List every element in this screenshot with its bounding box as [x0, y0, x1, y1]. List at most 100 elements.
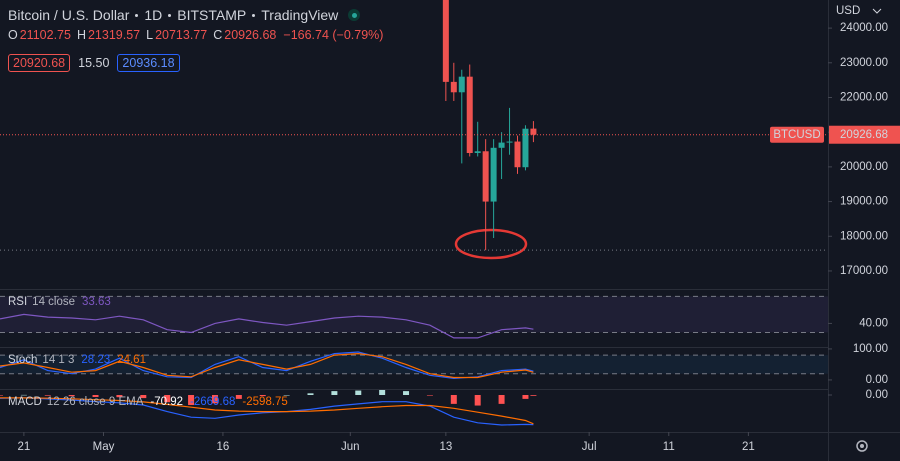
- ohlc-row: O 21102.75 H 21319.57 L 20713.77 C 20926.68 …: [8, 25, 383, 45]
- indicator-params: 12 26 close 9 EMA: [47, 396, 144, 408]
- candle-body: [458, 76, 465, 93]
- low-value: 20713.77: [155, 28, 208, 42]
- symbol-row: Bitcoin / U.S. Dollar 1D BITSTAMP Tradin…: [8, 5, 383, 25]
- y-tick-label: 40.00: [859, 317, 888, 329]
- histogram-bar: [92, 394, 99, 397]
- high-prefix: H: [76, 28, 86, 42]
- histogram-bar: [498, 394, 505, 404]
- histogram-bar: [379, 390, 386, 395]
- price-badge: [829, 125, 900, 144]
- y-tick-label: 23000.00: [840, 57, 888, 69]
- indicator-line: [0, 351, 534, 380]
- candle-body: [474, 151, 481, 153]
- indicator-title: Stoch: [8, 354, 37, 366]
- candles: [0, 0, 828, 251]
- candle-body: [522, 128, 529, 168]
- histogram-bar: [68, 394, 75, 397]
- indicator-legend: RSI 14 close 33.63: [8, 296, 111, 308]
- band-fill: [0, 296, 828, 333]
- symbol-label: BTCUSD: [773, 129, 820, 141]
- histogram-bar: [355, 390, 362, 395]
- y-tick-label: 17000.00: [840, 265, 888, 277]
- indicator: [0, 313, 534, 339]
- x-tick-label: 21: [742, 441, 755, 453]
- indicator-params: 14 close: [32, 296, 75, 308]
- histogram-bar: [474, 394, 481, 406]
- indicator-value: -2669.68: [190, 396, 235, 408]
- indicator-line: [0, 397, 534, 425]
- y-tick-label: 24000.00: [840, 22, 888, 34]
- histogram-bar: [164, 394, 171, 403]
- histogram-bar: [426, 394, 433, 396]
- quote-row: 20920.68 15.50 20936.18: [8, 53, 383, 73]
- close-prefix: C: [213, 28, 223, 42]
- settings-icon[interactable]: [856, 440, 868, 452]
- x-tick-label: May: [93, 441, 115, 453]
- exchange: BITSTAMP: [177, 7, 247, 23]
- indicator-value: -70.92: [150, 396, 183, 408]
- y-tick-label: 0.00: [866, 389, 888, 401]
- close-value: 20926.68: [224, 28, 277, 42]
- indicator-line: [0, 313, 534, 339]
- y-tick-label: 22000.00: [840, 92, 888, 104]
- histogram-bar: [116, 394, 123, 398]
- candle-body: [514, 141, 521, 168]
- candle-body: [482, 151, 489, 202]
- x-tick-label: 21: [17, 441, 30, 453]
- candle-body: [466, 76, 473, 153]
- indicator-line: [0, 397, 534, 426]
- candle-body: [498, 142, 505, 148]
- x-tick-label: 13: [439, 441, 452, 453]
- indicator-legend: MACD 12 26 close 9 EMA -70.92 -2669.68 -2598…: [8, 396, 288, 408]
- y-tick-label: 0.00: [866, 374, 888, 386]
- indicator-value: 28.23: [81, 354, 110, 366]
- open-prefix: O: [8, 28, 18, 42]
- indicator-line: [0, 352, 534, 379]
- open-value: 21102.75: [19, 28, 71, 42]
- candle-body: [450, 81, 457, 93]
- interval[interactable]: 1D: [144, 7, 163, 23]
- histogram-bar: [0, 394, 3, 396]
- y-tick-label: 20000.00: [840, 161, 888, 173]
- y-tick-label: 18000.00: [840, 230, 888, 242]
- indicator: [0, 351, 534, 380]
- indicator-value: 33.63: [82, 296, 111, 308]
- symbol-name[interactable]: Bitcoin / U.S. Dollar: [8, 7, 130, 23]
- histogram-bar: [44, 394, 51, 396]
- histogram-bar: [140, 394, 147, 399]
- y-tick-label: 19000.00: [840, 196, 888, 208]
- histogram-bar: [259, 394, 266, 397]
- y-tick-label: 100.00: [853, 343, 888, 355]
- ask[interactable]: 20936.18: [117, 54, 180, 72]
- candle-body: [490, 147, 497, 202]
- histogram-bar: [283, 394, 290, 396]
- spread: 15.50: [78, 56, 110, 70]
- candle-body: [442, 0, 449, 82]
- legend-header: Bitcoin / U.S. Dollar 1D BITSTAMP Tradin…: [8, 5, 383, 73]
- indicator-legend: Stoch 14 1 3 28.23 24.61: [8, 354, 146, 366]
- bid[interactable]: 20920.68: [8, 54, 71, 72]
- market-status[interactable]: [348, 9, 361, 21]
- indicator-value: 24.61: [117, 354, 146, 366]
- symbol-badge: [770, 126, 824, 143]
- histogram-bar: [522, 394, 529, 399]
- histogram-bar: [530, 394, 537, 396]
- x-tick-label: Jul: [582, 441, 597, 453]
- low-prefix: L: [146, 28, 154, 42]
- source: TradingView: [261, 7, 339, 23]
- histogram-bar: [235, 394, 242, 399]
- indicator-title: MACD: [8, 396, 42, 408]
- change: −166.74 (−0.79%): [283, 28, 384, 42]
- indicator-params: 14 1 3: [42, 354, 74, 366]
- histogram-bar: [331, 391, 338, 395]
- high-value: 21319.57: [87, 28, 141, 42]
- candle-body: [506, 141, 513, 143]
- unit-dropdown-icon[interactable]: [872, 8, 882, 14]
- x-tick-label: 11: [663, 441, 675, 453]
- price-label: 20926.68: [840, 129, 888, 141]
- indicator: [0, 390, 537, 426]
- histogram-bar: [20, 394, 27, 396]
- histogram-bar: [450, 394, 457, 404]
